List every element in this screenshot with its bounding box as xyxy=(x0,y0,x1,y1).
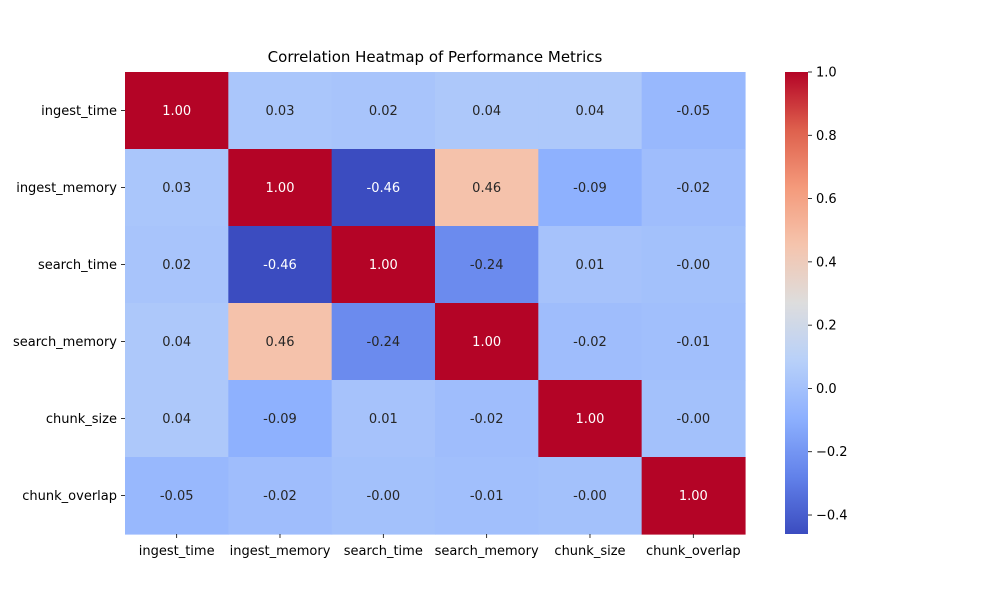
cell-value-label: -0.01 xyxy=(470,489,504,504)
colorbar-tick-label: 1.0 xyxy=(816,66,837,81)
heatmap-cell xyxy=(538,226,643,304)
cell-value-label: 1.00 xyxy=(162,104,191,119)
heatmap-cell xyxy=(434,149,539,227)
cell-value-label: 1.00 xyxy=(472,335,501,350)
colorbar-tick-label: −0.4 xyxy=(816,509,848,524)
heatmap-cell xyxy=(125,72,229,150)
y-tick-label: chunk_size xyxy=(46,412,117,427)
heatmap-cell xyxy=(538,380,643,458)
heatmap-cell xyxy=(125,226,229,304)
heatmap-cell xyxy=(228,72,333,150)
cell-value-label: 1.00 xyxy=(576,412,605,427)
cell-value-label: 1.00 xyxy=(679,489,708,504)
heatmap-cell xyxy=(331,149,436,227)
cell-value-label: -0.00 xyxy=(367,489,401,504)
y-tick-label: search_memory xyxy=(13,335,117,350)
colorbar-tick-label: 0.2 xyxy=(816,319,837,334)
heatmap-cell xyxy=(125,303,229,381)
cell-value-label: -0.46 xyxy=(263,258,297,273)
cell-value-label: 0.46 xyxy=(266,335,295,350)
cell-value-label: 1.00 xyxy=(266,181,295,196)
heatmap-cell xyxy=(228,457,333,535)
cell-value-label: -0.05 xyxy=(676,104,710,119)
heatmap-cell xyxy=(641,380,746,458)
cell-value-label: -0.24 xyxy=(367,335,401,350)
cell-value-label: 0.02 xyxy=(369,104,398,119)
colorbar-tick-label: −0.2 xyxy=(816,445,848,460)
cell-value-label: -0.00 xyxy=(573,489,607,504)
cell-value-label: 0.01 xyxy=(369,412,398,427)
heatmap-cell xyxy=(228,303,333,381)
heatmap-cell xyxy=(228,149,333,227)
cell-value-label: 0.02 xyxy=(162,258,191,273)
cell-value-label: -0.02 xyxy=(573,335,607,350)
cell-value-label: 0.03 xyxy=(266,104,295,119)
heatmap-cell xyxy=(331,303,436,381)
x-tick-label: search_memory xyxy=(435,544,539,559)
heatmap-cell xyxy=(331,457,436,535)
cell-value-label: -0.24 xyxy=(470,258,504,273)
heatmap-cell xyxy=(434,457,539,535)
heatmap-cell xyxy=(125,149,229,227)
heatmap-cell xyxy=(228,380,333,458)
heatmap-cell xyxy=(538,457,643,535)
heatmap-cell xyxy=(641,72,746,150)
cell-value-label: -0.02 xyxy=(263,489,297,504)
heatmap-cell xyxy=(228,226,333,304)
cell-value-label: -0.05 xyxy=(160,489,194,504)
colorbar-tick-label: 0.6 xyxy=(816,192,837,207)
heatmap-cell xyxy=(125,457,229,535)
cell-value-label: -0.00 xyxy=(676,412,710,427)
cell-value-label: -0.00 xyxy=(676,258,710,273)
y-tick-label: search_time xyxy=(38,258,117,273)
cell-value-label: -0.09 xyxy=(263,412,297,427)
cell-value-label: 0.04 xyxy=(162,335,191,350)
cell-value-label: -0.46 xyxy=(367,181,401,196)
x-tick-label: chunk_size xyxy=(554,544,625,559)
heatmap-cell xyxy=(641,457,746,535)
heatmap-cell xyxy=(434,380,539,458)
x-tick-label: chunk_overlap xyxy=(646,544,741,559)
heatmap-cell xyxy=(641,149,746,227)
y-tick-label: ingest_memory xyxy=(16,181,117,196)
cell-value-label: 0.03 xyxy=(162,181,191,196)
heatmap-cell xyxy=(538,149,643,227)
heatmap-cell xyxy=(434,72,539,150)
colorbar-tick-label: 0.0 xyxy=(816,382,837,397)
heatmap-cell xyxy=(641,226,746,304)
cell-value-label: -0.02 xyxy=(470,412,504,427)
heatmap-cell xyxy=(331,226,436,304)
heatmap-cell xyxy=(331,380,436,458)
heatmap-cell xyxy=(538,303,643,381)
chart-title: Correlation Heatmap of Performance Metri… xyxy=(267,48,603,66)
heatmap-cell xyxy=(434,303,539,381)
cell-value-label: -0.09 xyxy=(573,181,607,196)
colorbar-tick-label: 0.4 xyxy=(816,255,837,270)
colorbar-tick-label: 0.8 xyxy=(816,129,837,144)
cell-value-label: 0.04 xyxy=(162,412,191,427)
x-tick-label: search_time xyxy=(344,544,423,559)
heatmap-cell xyxy=(331,72,436,150)
y-tick-label: chunk_overlap xyxy=(22,489,117,504)
colorbar xyxy=(785,72,808,534)
x-tick-label: ingest_time xyxy=(139,544,215,559)
y-tick-label: ingest_time xyxy=(41,104,117,119)
x-tick-label: ingest_memory xyxy=(230,544,331,559)
heatmap-cell xyxy=(538,72,643,150)
cell-value-label: 1.00 xyxy=(369,258,398,273)
cell-value-label: 0.46 xyxy=(472,181,501,196)
cell-value-label: 0.04 xyxy=(576,104,605,119)
heatmap-cell xyxy=(434,226,539,304)
cell-value-label: 0.01 xyxy=(576,258,605,273)
cell-value-label: -0.02 xyxy=(676,181,710,196)
heatmap-cell xyxy=(641,303,746,381)
cell-value-label: 0.04 xyxy=(472,104,501,119)
heatmap-cell xyxy=(125,380,229,458)
cell-value-label: -0.01 xyxy=(676,335,710,350)
